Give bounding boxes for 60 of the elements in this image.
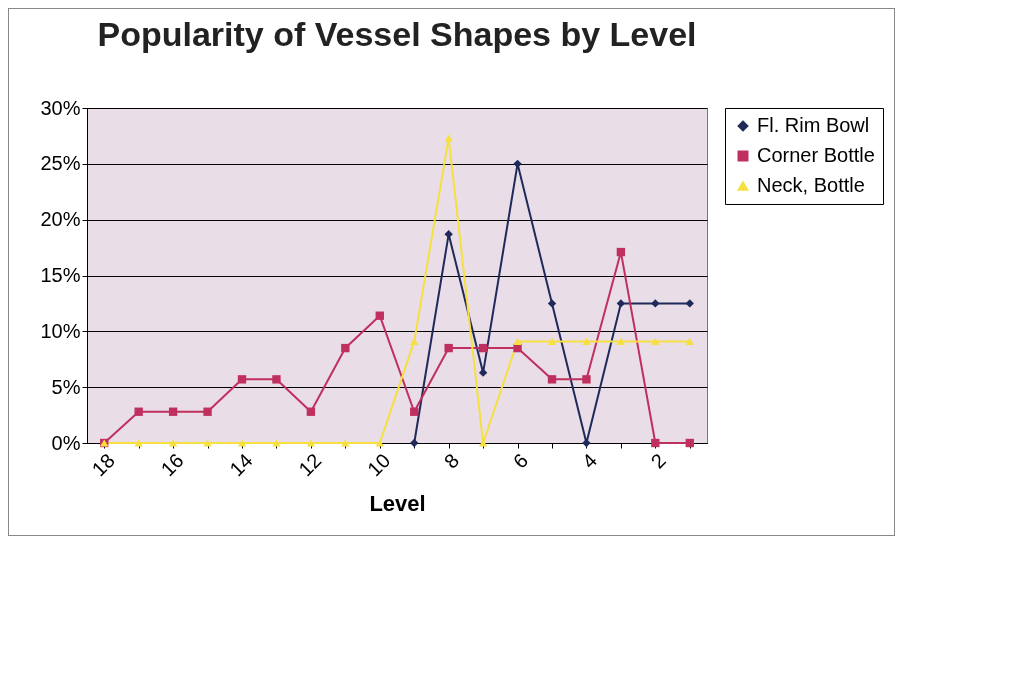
point	[134, 407, 143, 416]
y-tick-label: 5%	[51, 375, 81, 398]
point	[375, 311, 384, 320]
point	[444, 134, 453, 142]
point	[547, 375, 557, 384]
legend-label: Corner Bottle	[757, 144, 875, 166]
point	[685, 299, 694, 308]
point	[237, 439, 247, 447]
y-tick-label: 30%	[40, 96, 81, 119]
point	[478, 368, 488, 377]
x-tick-label: 16	[156, 449, 188, 481]
y-tick-label: 0%	[51, 431, 81, 454]
y-tick-label: 20%	[40, 208, 81, 231]
x-tick-label: 2	[646, 449, 670, 473]
point	[410, 438, 419, 448]
point	[134, 439, 143, 447]
point	[582, 375, 591, 384]
point	[685, 337, 694, 346]
point	[168, 439, 178, 447]
point	[203, 439, 212, 447]
x-tick-label: 8	[439, 449, 464, 473]
legend-label: Neck, Bottle	[757, 174, 865, 196]
x-tick-label: 18	[87, 449, 119, 481]
x-tick-label: 14	[225, 449, 257, 481]
x-tick-label: 4	[577, 449, 602, 473]
point	[272, 375, 281, 384]
y-tick-label: 15%	[40, 264, 81, 286]
x-tick-label: 6	[508, 449, 533, 473]
point	[168, 407, 178, 416]
point	[341, 343, 350, 353]
x-tick-label: 10	[363, 449, 395, 481]
point	[651, 337, 660, 346]
point	[410, 337, 419, 346]
point	[272, 439, 281, 447]
y-tick-label: 25%	[40, 152, 81, 175]
legend-label: Fl. Rim Bowl	[757, 114, 870, 136]
point	[616, 299, 626, 308]
point	[685, 438, 694, 448]
point	[410, 407, 419, 416]
point	[203, 407, 212, 416]
point	[478, 343, 488, 353]
point	[513, 343, 522, 353]
x-tick-label: 12	[294, 449, 326, 481]
point	[237, 375, 247, 384]
point	[582, 337, 591, 346]
point	[616, 337, 626, 346]
point	[513, 337, 522, 346]
point	[306, 407, 316, 416]
point	[547, 337, 557, 346]
point	[651, 299, 660, 308]
point	[651, 438, 660, 448]
point	[444, 343, 453, 353]
chart-title: Popularity of Vessel Shapes by Level	[97, 15, 697, 53]
point	[306, 439, 316, 447]
point	[341, 439, 350, 447]
point	[547, 299, 557, 308]
y-tick-label: 10%	[40, 319, 81, 342]
point	[375, 439, 384, 447]
x-axis-title: Level	[369, 491, 426, 517]
point	[616, 247, 626, 257]
